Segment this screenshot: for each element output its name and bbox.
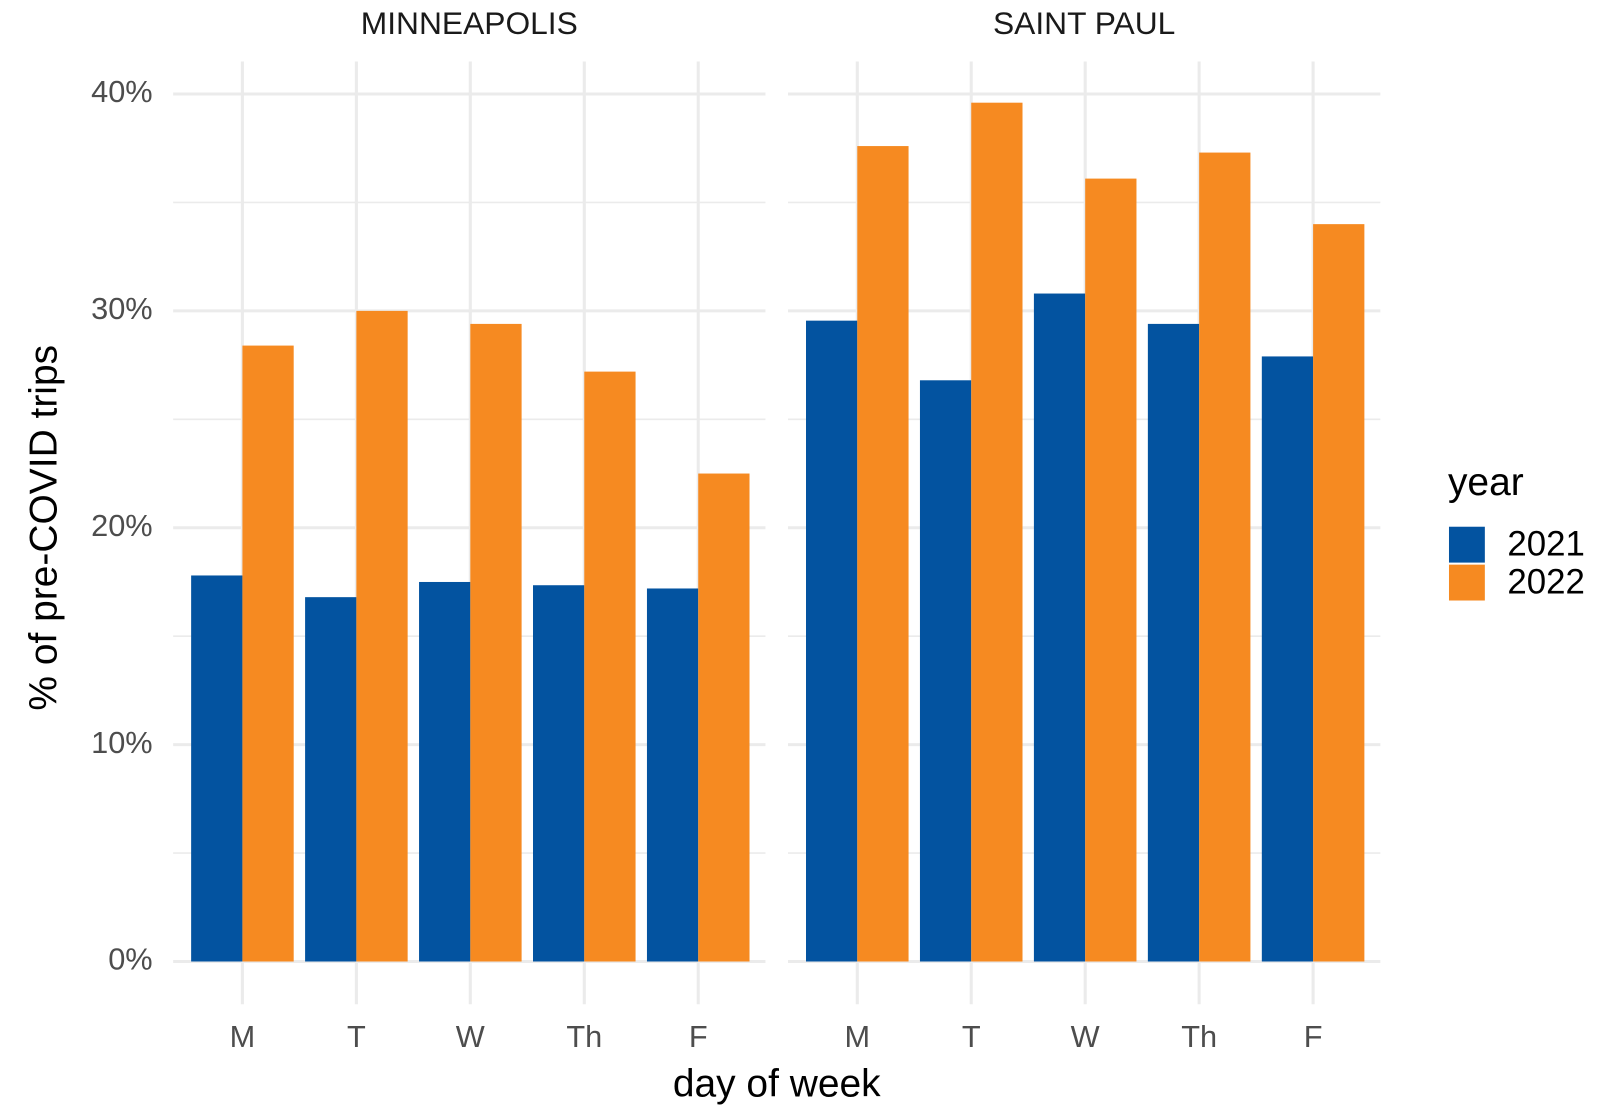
x-tick-label: Th <box>1181 1019 1217 1054</box>
y-tick-label: 20% <box>91 508 153 543</box>
bar <box>1033 293 1086 962</box>
bar <box>857 146 909 962</box>
bar <box>1261 356 1314 962</box>
bar <box>356 310 408 962</box>
bar <box>470 323 522 962</box>
bar <box>1313 224 1365 962</box>
bar <box>1085 178 1137 962</box>
bar <box>533 585 585 962</box>
x-tick-label: T <box>962 1019 981 1054</box>
x-axis-label: day of week <box>673 1063 881 1106</box>
bar <box>805 320 858 962</box>
y-tick-label: 40% <box>91 74 153 109</box>
x-tick-label: F <box>689 1019 708 1054</box>
y-tick-label: 10% <box>91 725 153 760</box>
legend-swatch <box>1448 526 1485 563</box>
x-tick-label: M <box>844 1019 870 1054</box>
x-tick-label: F <box>1304 1019 1323 1054</box>
bar <box>919 380 972 962</box>
y-tick-label: 0% <box>108 942 152 977</box>
bar <box>242 345 294 962</box>
bar <box>191 575 243 962</box>
legend-title: year <box>1448 461 1524 504</box>
legend-swatch <box>1448 564 1485 601</box>
bar <box>419 581 471 962</box>
facet-title: MINNEAPOLIS <box>361 5 578 41</box>
legend-label: 2022 <box>1507 562 1584 601</box>
bar <box>305 597 357 962</box>
facet-title: SAINT PAUL <box>993 5 1175 41</box>
x-tick-label: T <box>347 1019 366 1054</box>
x-tick-label: M <box>230 1019 256 1054</box>
x-tick-label: W <box>456 1019 485 1054</box>
bar <box>698 473 750 962</box>
bar <box>971 102 1023 962</box>
y-tick-label: 30% <box>91 291 153 326</box>
legend-label: 2021 <box>1507 524 1584 563</box>
x-tick-label: Th <box>566 1019 602 1054</box>
bar <box>1199 152 1251 962</box>
bar <box>1147 323 1200 962</box>
x-tick-label: W <box>1071 1019 1100 1054</box>
bar <box>584 371 636 962</box>
y-axis-label: % of pre-COVID trips <box>22 345 65 711</box>
bar <box>646 588 699 962</box>
